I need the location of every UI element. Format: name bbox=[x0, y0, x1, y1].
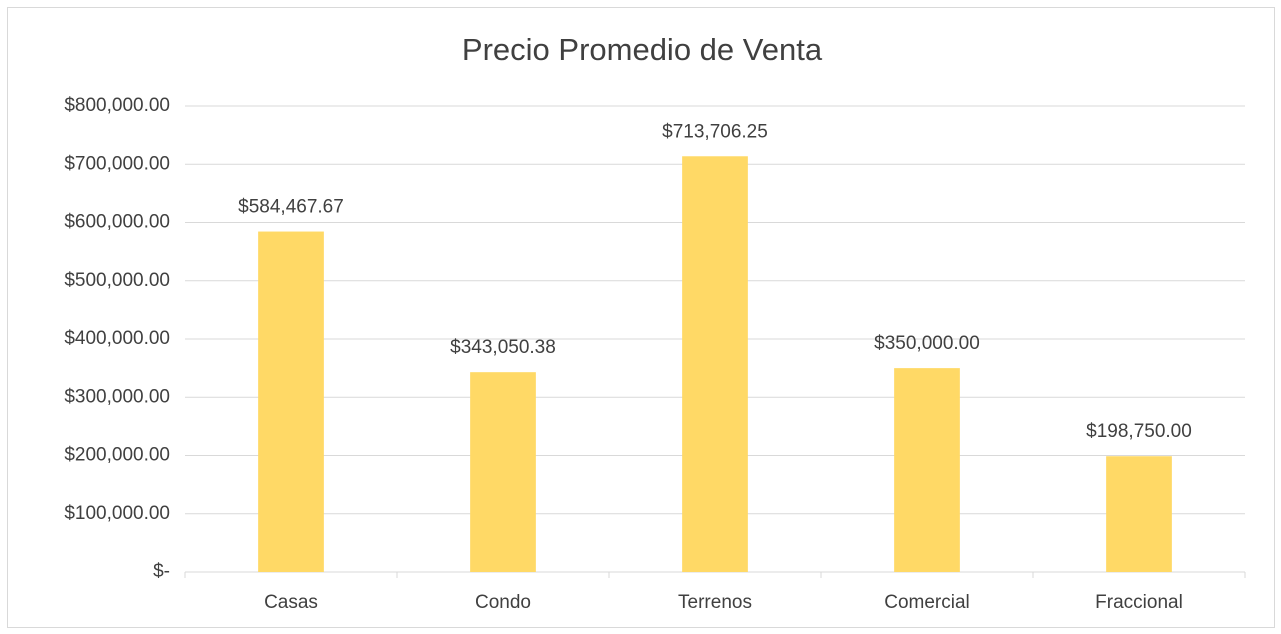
x-tick-label: Fraccional bbox=[1095, 592, 1183, 613]
value-label: $713,706.25 bbox=[662, 121, 768, 142]
y-tick-label: $100,000.00 bbox=[64, 503, 170, 524]
x-tick-label: Casas bbox=[264, 592, 318, 613]
y-tick-label: $800,000.00 bbox=[64, 95, 170, 116]
value-label: $343,050.38 bbox=[450, 337, 556, 358]
x-tick-label: Condo bbox=[475, 592, 531, 613]
x-tick-label: Comercial bbox=[884, 592, 970, 613]
value-label: $198,750.00 bbox=[1086, 421, 1192, 442]
value-label: $584,467.67 bbox=[238, 197, 344, 218]
y-tick-label: $200,000.00 bbox=[64, 445, 170, 466]
bar bbox=[894, 368, 960, 572]
y-tick-label: $- bbox=[153, 561, 170, 582]
chart-title: Precio Promedio de Venta bbox=[462, 32, 823, 67]
value-label: $350,000.00 bbox=[874, 333, 980, 354]
y-tick-label: $600,000.00 bbox=[64, 212, 170, 233]
y-tick-label: $700,000.00 bbox=[64, 153, 170, 174]
y-tick-label: $500,000.00 bbox=[64, 270, 170, 291]
bar bbox=[258, 231, 324, 572]
y-tick-label: $400,000.00 bbox=[64, 328, 170, 349]
bar bbox=[682, 156, 748, 572]
bar bbox=[1106, 456, 1172, 572]
x-tick-label: Terrenos bbox=[678, 592, 752, 613]
chart-border bbox=[7, 7, 1275, 628]
bar bbox=[470, 372, 536, 572]
y-tick-label: $300,000.00 bbox=[64, 386, 170, 407]
